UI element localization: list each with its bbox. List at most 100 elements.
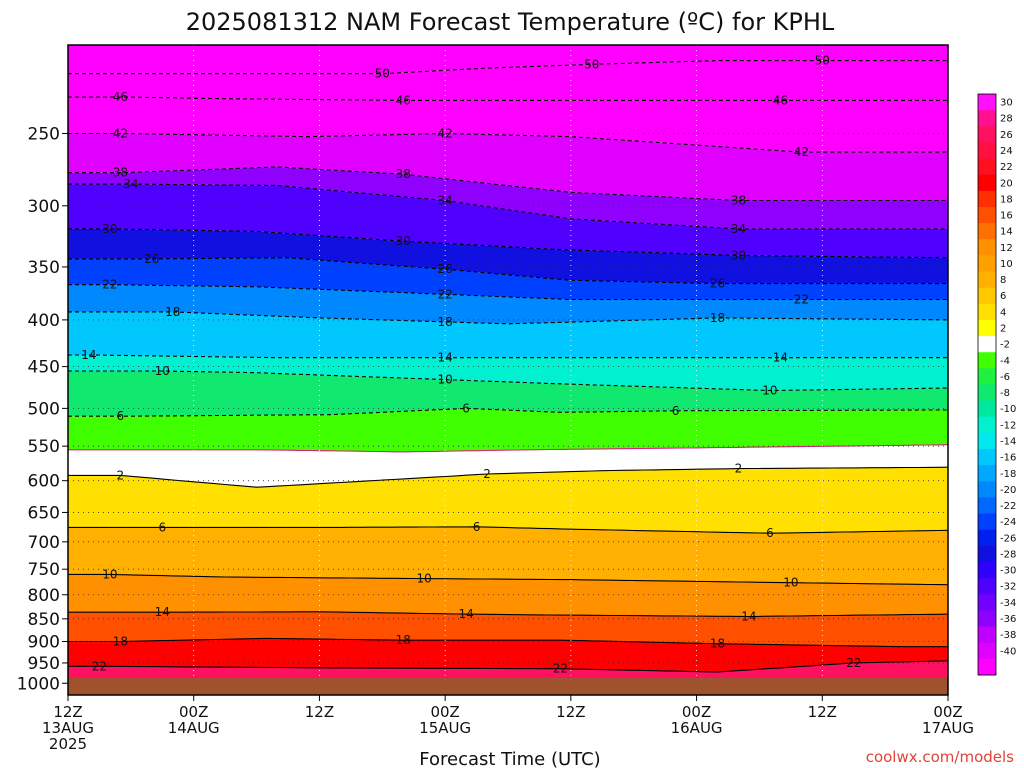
colorbar-swatch — [978, 642, 996, 660]
isotherm-label: 10 — [783, 576, 798, 590]
isotherm-label: 14 — [773, 351, 788, 365]
isotherm-label: 38 — [396, 167, 411, 181]
colorbar-swatch — [978, 610, 996, 628]
colorbar-swatch — [978, 336, 996, 353]
isotherm-label: 14 — [155, 605, 170, 619]
isotherm-label: 50 — [584, 57, 599, 71]
isotherm-label: 22 — [438, 287, 453, 301]
colorbar-label: -18 — [1000, 469, 1016, 480]
colorbar-label: -36 — [1000, 614, 1016, 625]
colorbar-swatch — [978, 481, 996, 498]
isotherm-label: 22 — [846, 656, 861, 670]
y-tick-label: 1000 — [17, 674, 60, 694]
isotherm-line — [68, 573, 948, 586]
isotherm-label: 18 — [710, 637, 725, 651]
colorbar-label: 20 — [1000, 178, 1013, 189]
isotherm-label: 10 — [102, 567, 117, 581]
colorbar-label: 14 — [1000, 227, 1013, 238]
y-axis: 2503003504004505005506006507007508008509… — [17, 124, 68, 694]
x-tick-label: 00Z — [179, 703, 208, 721]
isotherm-label: 18 — [396, 633, 411, 647]
colorbar-swatch — [978, 416, 996, 434]
y-tick-label: 300 — [28, 197, 60, 217]
colorbar-swatch — [978, 368, 996, 385]
isotherm-label: 2 — [483, 467, 491, 481]
colorbar: 30 28 26 24 22 20 18 16 14 12 10 8 6 4 2 -2 -4 -6 -8 -10 -12… — [977, 93, 1016, 676]
temperature-band — [68, 257, 948, 300]
colorbar-swatch — [978, 271, 996, 289]
colorbar-swatch — [978, 94, 996, 111]
x-tick-label: 00Z — [430, 703, 459, 721]
colorbar-swatch — [978, 158, 996, 176]
temperature-band — [68, 166, 948, 229]
isotherm-label: 6 — [462, 401, 470, 415]
temperature-band — [68, 467, 948, 534]
colorbar-swatch — [978, 142, 996, 160]
colorbar-swatch — [978, 223, 996, 240]
colorbar-swatch — [978, 465, 996, 482]
isotherm-label: 30 — [731, 248, 746, 262]
temperature-band — [68, 133, 948, 201]
colorbar-label: -22 — [1000, 501, 1016, 512]
isotherm-label: 46 — [773, 93, 788, 107]
y-tick-label: 950 — [28, 654, 60, 674]
isotherm-line — [68, 660, 948, 673]
colorbar-swatch — [978, 578, 996, 595]
isotherm-label: 6 — [672, 404, 680, 418]
temperature-bands — [68, 45, 948, 695]
isotherm-label: 10 — [438, 373, 453, 387]
colorbar-label: -38 — [1000, 630, 1016, 641]
x-tick-label: 13AUG — [42, 719, 94, 737]
isotherm-label: 10 — [155, 364, 170, 378]
y-tick-label: 800 — [28, 586, 60, 606]
colorbar-label: 8 — [1000, 275, 1006, 286]
isotherm-label: 18 — [710, 311, 725, 325]
x-tick-label: 17AUG — [922, 719, 974, 737]
y-tick-label: 450 — [28, 358, 60, 378]
isotherm-label: 14 — [81, 348, 96, 362]
plot-area — [68, 45, 948, 695]
colorbar-swatch — [978, 126, 996, 143]
colorbar-swatch — [978, 110, 996, 127]
isotherm-label: 18 — [438, 315, 453, 329]
colorbar-swatch — [978, 352, 996, 369]
isotherm-label: 50 — [815, 54, 830, 68]
isotherm-label: 10 — [762, 384, 777, 398]
isotherm-label: 22 — [102, 278, 117, 292]
isotherm-label: 22 — [794, 293, 809, 307]
colorbar-label: -40 — [1000, 646, 1016, 657]
isotherm-line — [68, 611, 948, 618]
colorbar-swatch — [978, 497, 996, 515]
colorbar-swatch — [978, 513, 996, 531]
colorbar-swatch — [978, 594, 996, 611]
colorbar-label: 30 — [1000, 98, 1013, 109]
colorbar-swatch — [978, 562, 996, 579]
colorbar-label: -34 — [1000, 598, 1016, 609]
isotherm-label: 46 — [396, 93, 411, 107]
isotherm-label: 14 — [438, 351, 453, 365]
colorbar-swatch — [978, 626, 996, 644]
colorbar-label: -28 — [1000, 549, 1016, 560]
colorbar-label: 2 — [1000, 324, 1006, 335]
temperature-band — [68, 97, 948, 153]
isotherm-label: 42 — [438, 126, 453, 140]
isotherm-label: 38 — [731, 193, 746, 207]
colorbar-label: 22 — [1000, 162, 1013, 173]
y-tick-label: 600 — [28, 472, 60, 492]
isotherm-label: 22 — [553, 662, 568, 676]
isotherm-label: 42 — [794, 145, 809, 159]
isotherm-line — [68, 444, 948, 453]
colorbar-swatch — [978, 255, 996, 273]
colorbar-swatch — [978, 658, 996, 676]
isotherm-line — [68, 183, 948, 230]
isotherm-label: 46 — [113, 90, 128, 104]
x-tick-label: 12Z — [305, 703, 334, 721]
temperature-band — [68, 444, 948, 488]
x-tick-label: 00Z — [933, 703, 962, 721]
isotherm-label: 2 — [735, 462, 743, 476]
isotherm-label: 18 — [113, 634, 128, 648]
colorbar-label: 6 — [1000, 291, 1006, 302]
